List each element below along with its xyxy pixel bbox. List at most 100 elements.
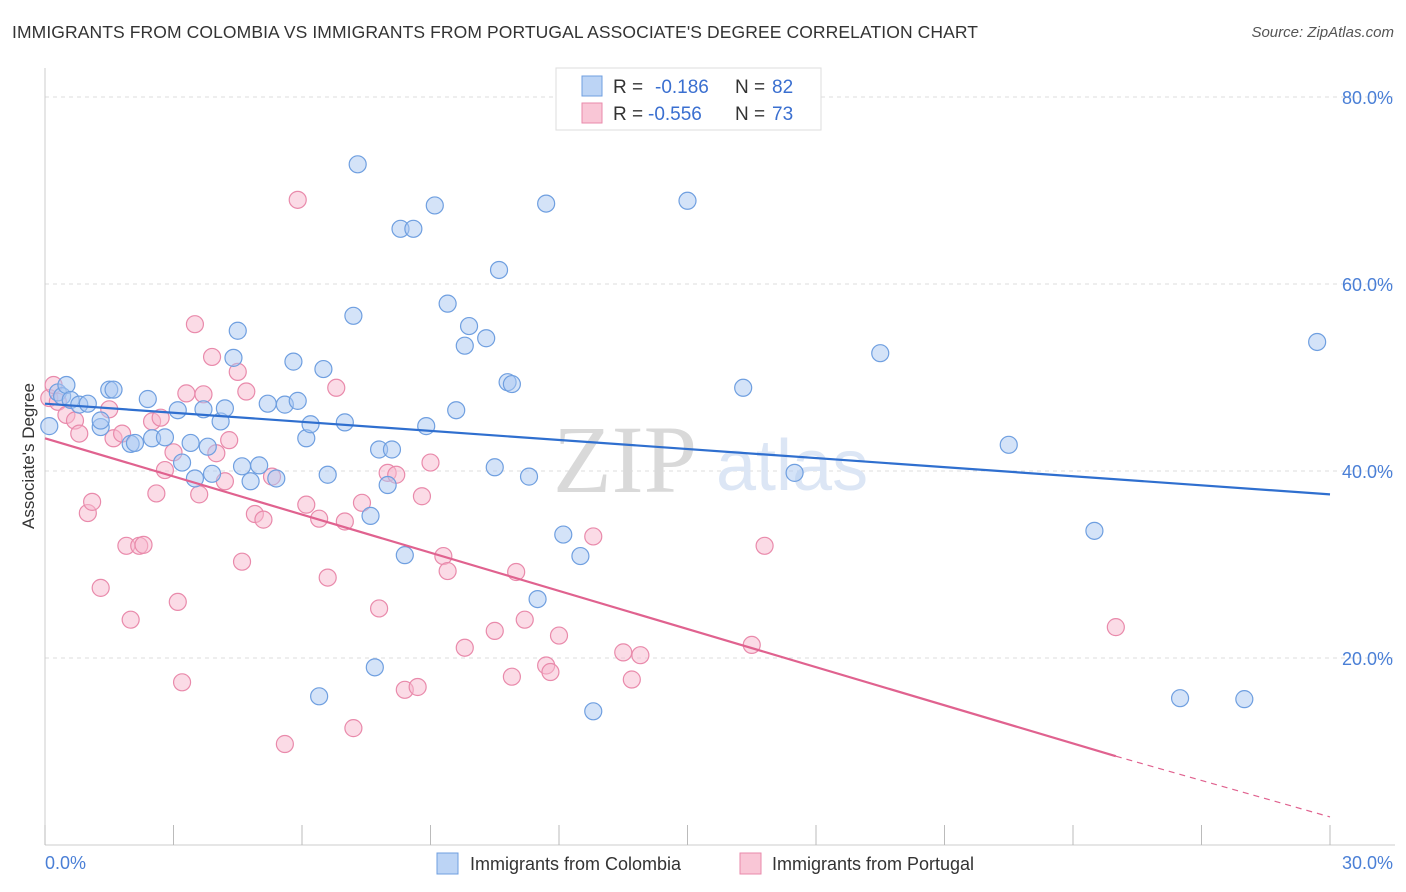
- grid-lines: [45, 96, 1395, 659]
- colombia-point: [1308, 332, 1327, 352]
- colombia-point: [678, 191, 697, 210]
- colombia-point: [310, 687, 329, 706]
- legend-n-value-colombia: 82: [772, 77, 793, 98]
- colombia-point: [250, 456, 269, 475]
- series-colombia-points: [40, 155, 1327, 721]
- portugal-point: [177, 384, 196, 403]
- portugal-point: [220, 431, 239, 450]
- colombia-point: [284, 352, 303, 371]
- colombia-point: [999, 435, 1018, 454]
- colombia-point: [1170, 689, 1190, 708]
- colombia-point: [181, 433, 200, 453]
- legend-n-label-colombia: N =: [735, 77, 765, 98]
- y-tick-labels: 20.0% 40.0% 60.0% 80.0%: [1342, 88, 1393, 669]
- legend-box: R = -0.186 N = 82 R = -0.556 N = 73: [555, 67, 822, 131]
- trend-lines: [44, 402, 1331, 818]
- colombia-point: [485, 458, 504, 477]
- portugal-point: [202, 347, 222, 367]
- portugal-point: [172, 673, 192, 692]
- y-tick-label: 60.0%: [1342, 275, 1393, 295]
- colombia-point: [138, 389, 157, 409]
- colombia-point: [344, 306, 363, 325]
- legend-r-label-portugal: R =: [613, 104, 643, 125]
- portugal-point: [455, 638, 474, 657]
- y-axis-label: Associate's Degree: [19, 383, 38, 529]
- portugal-point: [151, 408, 170, 427]
- colombia-point: [91, 411, 110, 430]
- colombia-point: [104, 380, 123, 399]
- colombia-point: [459, 316, 479, 336]
- colombia-point: [40, 417, 59, 436]
- colombia-point: [301, 415, 320, 434]
- colombia-point: [125, 433, 145, 453]
- chart-title: IMMIGRANTS FROM COLOMBIA VS IMMIGRANTS F…: [12, 22, 979, 42]
- portugal-point: [318, 568, 337, 587]
- colombia-point: [477, 329, 496, 348]
- colombia-point: [537, 194, 556, 213]
- portugal-point: [412, 487, 432, 506]
- colombia-point: [1085, 521, 1104, 540]
- colombia-point: [348, 155, 367, 174]
- portugal-point: [297, 495, 316, 514]
- portugal-point: [755, 536, 774, 555]
- colombia-point: [335, 413, 354, 432]
- legend-swatch-portugal: [581, 102, 603, 124]
- colombia-point: [571, 546, 590, 566]
- portugal-point: [237, 382, 256, 401]
- axes: [44, 68, 1395, 846]
- colombia-point: [455, 336, 474, 355]
- x-tick-label: 0.0%: [45, 853, 86, 873]
- legend-r-value-portugal: -0.556: [648, 104, 702, 125]
- trend-line-colombia: [44, 402, 1331, 496]
- portugal-point: [485, 621, 504, 640]
- trend-line-portugal-extension: [1115, 755, 1331, 818]
- portugal-point: [502, 667, 521, 686]
- colombia-point: [382, 440, 402, 459]
- trend-line-portugal: [44, 437, 1117, 758]
- portugal-point: [622, 670, 641, 689]
- legend-n-label-portugal: N =: [735, 104, 765, 125]
- portugal-point: [134, 535, 153, 554]
- colombia-point: [584, 702, 603, 721]
- portugal-point: [91, 578, 110, 597]
- y-tick-label: 80.0%: [1342, 88, 1393, 108]
- colombia-point: [185, 469, 205, 488]
- watermark-zip: ZIP: [553, 406, 697, 513]
- colombia-point: [228, 321, 247, 340]
- colombia-point: [215, 399, 234, 418]
- colombia-point: [871, 344, 890, 363]
- colombia-point: [365, 658, 384, 677]
- bottom-legend-label-portugal: Immigrants from Portugal: [772, 854, 974, 874]
- bottom-legend: Immigrants from Colombia Immigrants from…: [436, 852, 974, 875]
- portugal-point: [121, 610, 140, 629]
- portugal-point: [190, 485, 209, 504]
- portugal-point: [344, 719, 363, 738]
- portugal-point: [185, 315, 205, 334]
- portugal-point: [631, 646, 650, 665]
- colombia-point: [202, 464, 222, 483]
- colombia-point: [425, 196, 444, 215]
- chart-source: Source: ZipAtlas.com: [1251, 24, 1394, 41]
- portugal-point: [352, 493, 372, 512]
- x-tick-label: 30.0%: [1342, 853, 1393, 873]
- colombia-point: [554, 525, 573, 544]
- colombia-point: [314, 359, 333, 379]
- portugal-point: [541, 662, 560, 682]
- portugal-point: [370, 599, 389, 618]
- y-tick-label: 20.0%: [1342, 649, 1393, 669]
- bottom-legend-swatch-portugal: [739, 852, 762, 875]
- colombia-point: [57, 375, 76, 395]
- colombia-point: [502, 374, 521, 394]
- y-tick-label: 40.0%: [1342, 462, 1393, 482]
- colombia-point: [528, 589, 547, 609]
- portugal-point: [438, 561, 457, 581]
- colombia-point: [232, 457, 252, 476]
- legend-n-value-portugal: 73: [772, 104, 793, 125]
- colombia-point: [78, 394, 97, 413]
- colombia-point: [395, 546, 414, 565]
- colombia-point: [155, 428, 175, 447]
- portugal-point: [70, 424, 89, 443]
- colombia-point: [438, 294, 457, 313]
- colombia-point: [258, 394, 277, 413]
